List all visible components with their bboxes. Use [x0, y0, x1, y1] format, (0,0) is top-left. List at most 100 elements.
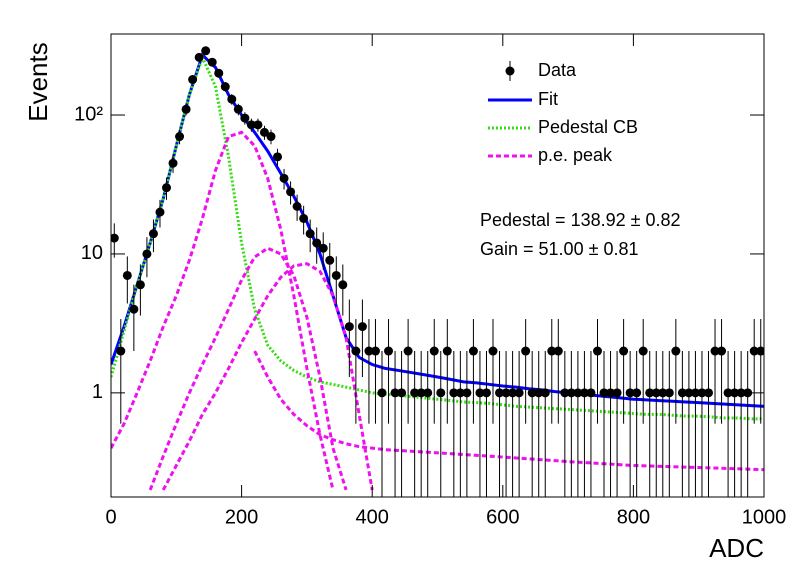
data-point — [455, 388, 465, 398]
data-point — [351, 346, 361, 356]
frame — [110, 33, 765, 498]
data-point — [547, 346, 557, 356]
data-point — [403, 346, 413, 356]
data-point — [292, 201, 302, 211]
data-point — [703, 388, 713, 398]
data-point — [279, 173, 289, 183]
data-point — [645, 388, 655, 398]
data-point — [606, 388, 616, 398]
data-point — [592, 346, 602, 356]
data-point — [410, 388, 420, 398]
data-point — [736, 388, 746, 398]
data-point — [730, 388, 740, 398]
data-point — [429, 346, 439, 356]
data-point — [599, 388, 609, 398]
x-axis-label: ADC — [709, 533, 764, 563]
data-point — [129, 304, 139, 314]
data-point — [743, 388, 753, 398]
data-point — [116, 346, 126, 356]
data-point — [436, 388, 446, 398]
legend-label: p.e. peak — [538, 145, 613, 165]
data-point — [449, 388, 459, 398]
data-point — [220, 82, 230, 92]
data-point — [273, 152, 283, 162]
data-point — [397, 388, 407, 398]
y-tick-label: 10² — [74, 103, 103, 125]
data-point — [331, 270, 341, 280]
data-point — [638, 346, 648, 356]
data-point — [677, 388, 687, 398]
data-point — [495, 388, 505, 398]
data-point — [259, 127, 269, 137]
data-point — [579, 388, 589, 398]
annotation: Pedestal = 138.92 ± 0.82 — [480, 210, 681, 230]
data-point — [468, 346, 478, 356]
data-point — [462, 388, 472, 398]
data-point — [514, 388, 524, 398]
data-point — [253, 120, 263, 130]
data-point — [142, 249, 152, 259]
x-tick-label: 800 — [617, 506, 650, 528]
y-tick-label: 1 — [92, 381, 103, 403]
y-axis-label: Events — [23, 42, 53, 122]
fit-curve — [148, 246, 348, 491]
data-point — [299, 213, 309, 223]
data-point — [651, 388, 661, 398]
data-point — [697, 388, 707, 398]
data-point — [481, 388, 491, 398]
x-tick-label: 400 — [356, 506, 389, 528]
data-point — [560, 388, 570, 398]
data-point — [207, 57, 217, 67]
data-point — [442, 346, 452, 356]
x-tick-label: 0 — [105, 506, 116, 528]
data-point — [318, 243, 328, 253]
data-point — [416, 388, 426, 398]
data-point — [357, 322, 367, 332]
data-point — [534, 388, 544, 398]
data-point — [194, 52, 204, 62]
data-point — [122, 270, 132, 280]
legend-label: Data — [538, 60, 577, 80]
data-point — [377, 388, 387, 398]
data-point — [188, 75, 198, 85]
data-point — [155, 207, 165, 217]
data-point — [384, 346, 394, 356]
data-point — [612, 388, 622, 398]
legend-label: Pedestal CB — [538, 117, 638, 137]
data-point — [214, 68, 224, 78]
data-point — [240, 113, 250, 123]
data-point — [135, 280, 145, 290]
data-point — [201, 46, 211, 56]
data-point — [246, 120, 256, 130]
fit-curve — [111, 53, 764, 421]
data-point — [632, 388, 642, 398]
x-tick-label: 200 — [225, 506, 258, 528]
data-point — [684, 388, 694, 398]
data-point — [527, 388, 537, 398]
annotation: Gain = 51.00 ± 0.81 — [480, 239, 639, 259]
data-point — [723, 388, 733, 398]
plot-area — [111, 46, 764, 497]
data-point — [338, 280, 348, 290]
data-point — [488, 346, 498, 356]
data-point — [521, 346, 531, 356]
data-point — [756, 346, 764, 356]
data-point — [508, 388, 518, 398]
data-point — [553, 346, 563, 356]
data-point — [664, 388, 674, 398]
data-point — [573, 388, 583, 398]
data-point — [370, 346, 380, 356]
data-point — [475, 388, 485, 398]
data-point — [423, 388, 433, 398]
data-point — [162, 183, 172, 193]
data-point — [175, 132, 185, 142]
data-point — [111, 233, 119, 243]
data-point — [625, 388, 635, 398]
data-point — [749, 346, 759, 356]
data-point — [364, 346, 374, 356]
data-point — [710, 346, 720, 356]
fit-curve — [253, 350, 764, 472]
data-point — [227, 94, 237, 104]
data-point — [286, 187, 296, 197]
